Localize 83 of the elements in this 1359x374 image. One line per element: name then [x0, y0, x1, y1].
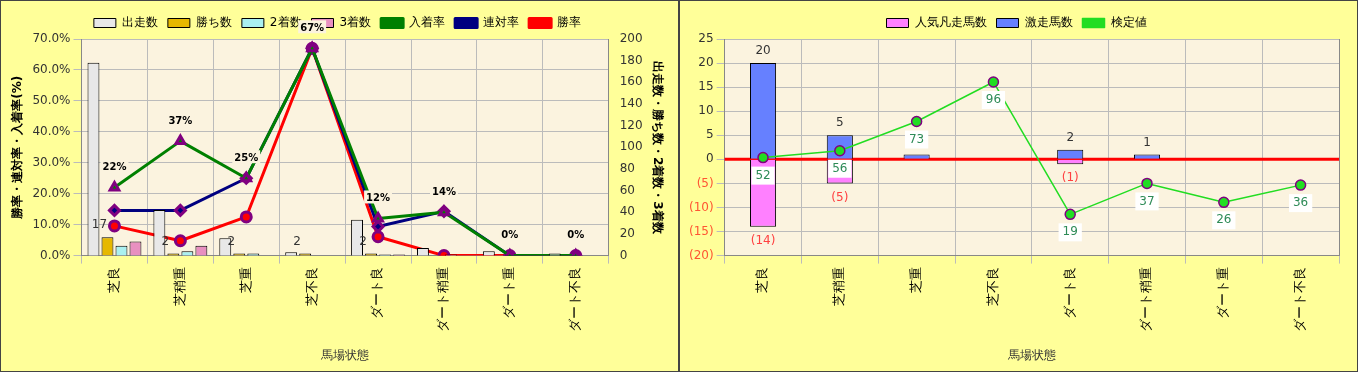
x-axis-title: 馬場状態: [1006, 347, 1056, 362]
data-label: 0%: [567, 229, 585, 241]
data-label: 5: [836, 115, 844, 130]
x-tick-label: 芝稍重: [171, 266, 187, 306]
y-tick-label: (10): [688, 199, 714, 214]
y2-tick-label: 120: [619, 117, 643, 132]
y2-tick-label: 180: [619, 52, 643, 67]
y-tick-label: 10: [698, 103, 714, 118]
legend-label: 激走馬数: [1024, 15, 1073, 30]
x-tick-label: ダート良: [369, 266, 385, 319]
x-tick-label: 芝良: [105, 266, 121, 293]
data-label: (14): [750, 232, 776, 247]
data-label: 37: [1139, 193, 1155, 208]
x-tick-label: ダート稍重: [1138, 266, 1154, 332]
data-label: 2: [293, 233, 301, 248]
x-tick-label: ダート重: [501, 266, 517, 319]
data-label: 25%: [234, 151, 259, 163]
y-tick-label: 20.0%: [32, 185, 71, 200]
data-label: 1: [1143, 134, 1151, 149]
y-tick-label: (5): [696, 175, 714, 190]
data-label: 12%: [366, 192, 391, 204]
legend-label: 3着数: [339, 15, 372, 30]
x-tick-label: 芝稍重: [831, 266, 847, 306]
legend-label: 検定値: [1110, 15, 1147, 30]
y2-tick-label: 60: [619, 182, 635, 197]
x-tick-label: 芝重: [908, 266, 923, 293]
y2-tick-label: 100: [619, 139, 643, 154]
legend-label: 勝率: [557, 15, 582, 30]
y2-tick-label: 140: [619, 96, 643, 111]
y-tick-label: 0: [705, 151, 714, 166]
data-label: 20: [755, 43, 771, 58]
data-label: 36: [1292, 195, 1309, 210]
y-axis-title: 勝率・連対率・入着率(%): [10, 75, 25, 220]
x-tick-label: ダート稍重: [435, 266, 451, 332]
y-tick-label: 50.0%: [32, 93, 71, 108]
legend-label: 勝ち数: [195, 15, 232, 30]
x-tick-label: 芝良: [754, 266, 770, 293]
y2-tick-label: 160: [619, 74, 643, 89]
y-tick-label: 20: [698, 55, 714, 70]
y2-tick-label: 200: [619, 31, 643, 46]
y-tick-label: (20): [688, 247, 714, 262]
y-tick-label: (15): [688, 223, 714, 238]
x-axis-title: 馬場状態: [320, 347, 370, 362]
y2-tick-label: 40: [619, 204, 635, 219]
data-label: 22%: [102, 161, 127, 173]
data-label: 96: [985, 92, 1002, 107]
y-tick-label: 40.0%: [32, 123, 71, 138]
legend-label: 連対率: [483, 15, 520, 30]
data-label: 73: [908, 131, 925, 146]
y-tick-label: 30.0%: [32, 154, 71, 169]
y-tick-label: 70.0%: [32, 31, 71, 46]
x-tick-label: ダート不良: [1291, 266, 1307, 332]
x-tick-label: 芝不良: [303, 266, 319, 306]
y2-tick-label: 0: [619, 247, 628, 262]
y-tick-label: 25: [698, 31, 714, 46]
data-label: 52: [755, 167, 771, 182]
data-label: 0%: [501, 229, 519, 241]
data-label: 26: [1216, 212, 1232, 227]
data-label: 19: [1062, 224, 1078, 239]
x-tick-label: 芝不良: [984, 266, 1000, 306]
x-tick-label: ダート良: [1061, 266, 1077, 319]
x-tick-label: ダート不良: [567, 266, 583, 332]
data-label: (5): [831, 189, 849, 204]
y2-tick-label: 80: [619, 161, 635, 176]
data-label: 37%: [168, 114, 193, 126]
y-tick-label: 15: [698, 79, 714, 94]
y2-axis-title: 出走数・勝ち数・2着数・3着数: [650, 60, 665, 235]
legend-label: 出走数: [121, 15, 158, 30]
y-tick-label: 60.0%: [32, 62, 71, 77]
legend-label: 入着率: [409, 15, 446, 30]
data-label: 2: [1066, 129, 1075, 144]
x-tick-label: 芝重: [237, 266, 253, 293]
y-tick-label: 5: [705, 127, 714, 142]
x-tick-label: ダート重: [1215, 266, 1231, 319]
data-label: 17: [91, 217, 108, 232]
y-tick-label: 10.0%: [32, 216, 71, 231]
data-label: 56: [832, 160, 848, 175]
y-tick-label: 0.0%: [40, 247, 71, 262]
data-label: 67%: [300, 21, 325, 33]
y2-tick-label: 20: [619, 226, 635, 241]
legend-label: 人気凡走馬数: [914, 15, 987, 30]
data-label: 14%: [431, 185, 456, 197]
data-label: (1): [1061, 170, 1079, 185]
